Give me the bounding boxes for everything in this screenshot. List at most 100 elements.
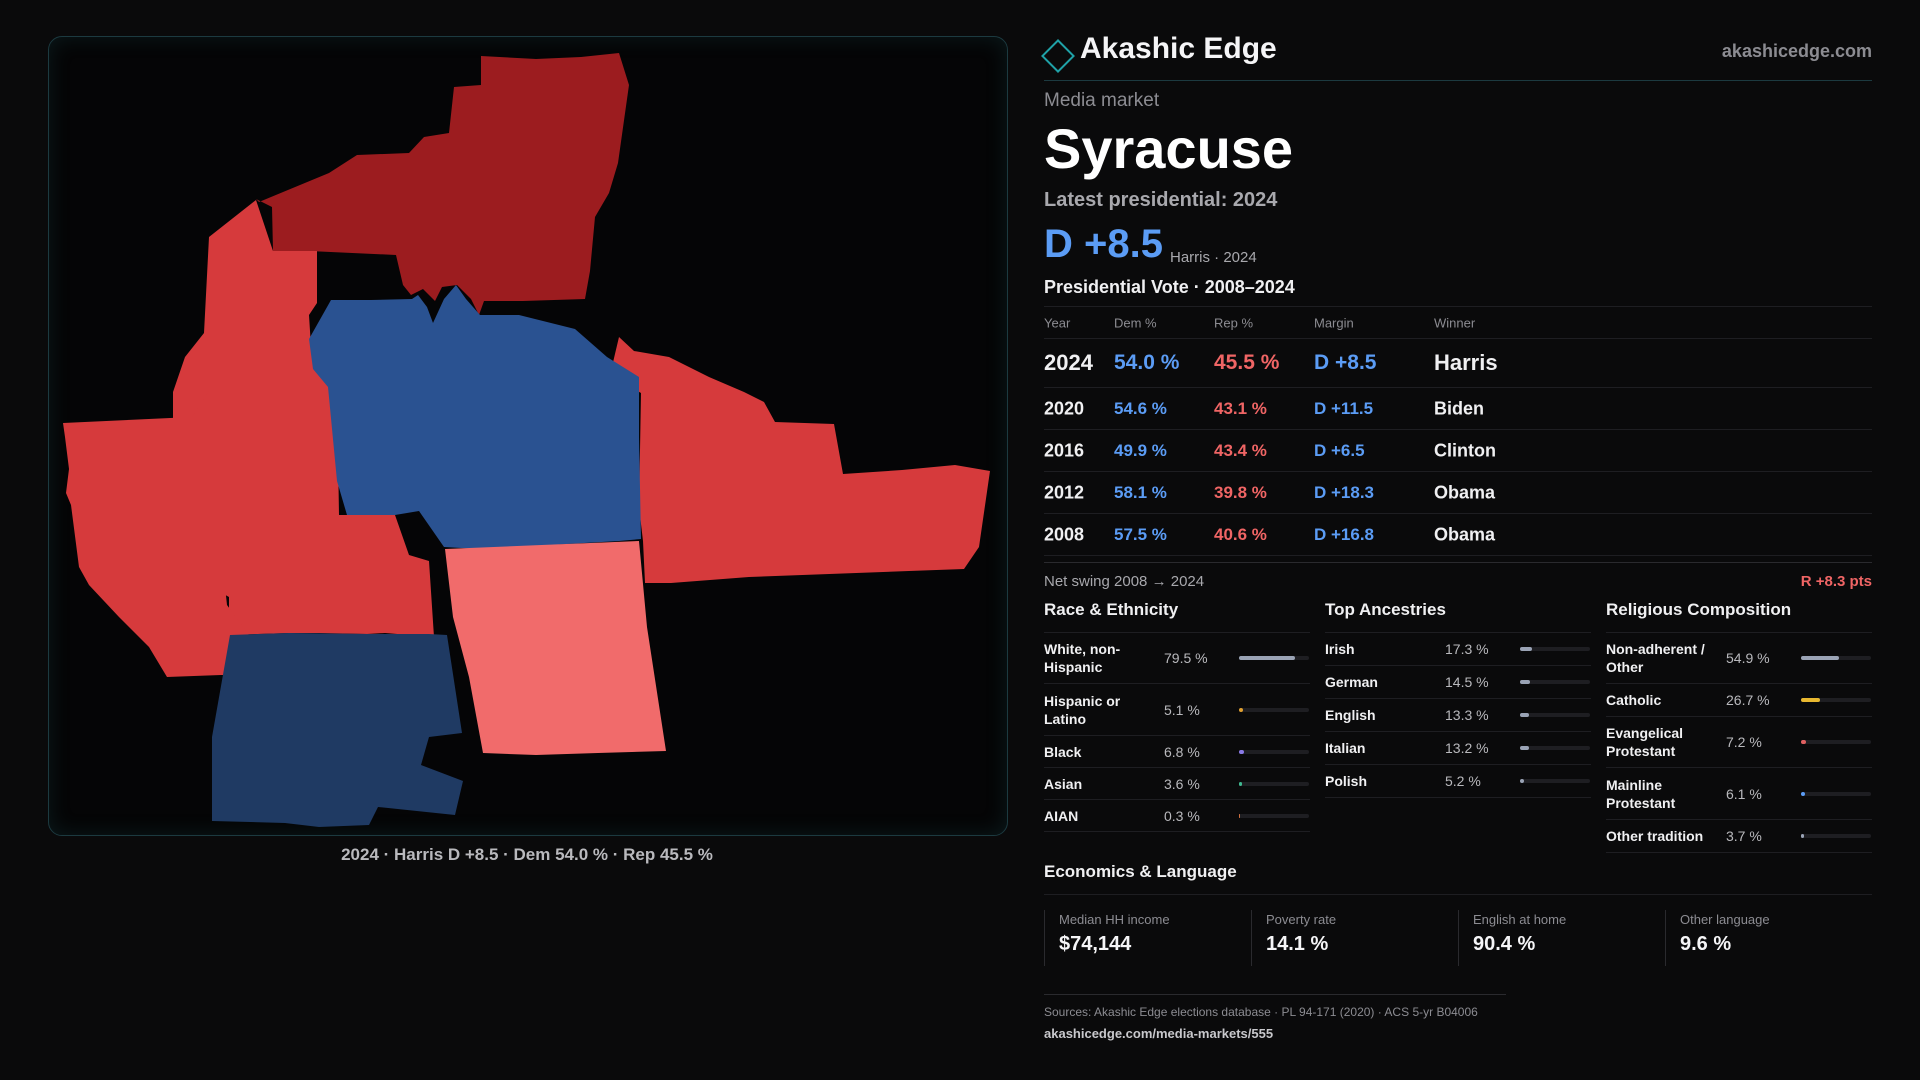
- diamond-logo-icon: [1041, 39, 1075, 73]
- headline-sub: Harris · 2024: [1170, 249, 1257, 266]
- demo-bar-fill: [1520, 713, 1530, 717]
- demo-label: Polish: [1325, 773, 1368, 789]
- demo-bar-fill: [1801, 656, 1840, 660]
- demo-bar: [1239, 749, 1309, 754]
- demo-bar: [1520, 779, 1590, 783]
- sources-footer: Sources: Akashic Edge elections database…: [1044, 994, 1506, 1041]
- county-west-central[interactable]: [169, 200, 434, 637]
- demo-label: Non-adherent / Other: [1606, 641, 1705, 675]
- cell-winner: Biden: [1434, 398, 1485, 418]
- cell-margin: D +8.5: [1314, 351, 1377, 374]
- header-winner: Winner: [1434, 315, 1476, 330]
- cell-year: 2008: [1044, 524, 1085, 544]
- cell-rep: 39.8 %: [1214, 482, 1267, 502]
- list-item: White, non-Hispanic 79.5 %: [1044, 633, 1310, 684]
- map-caption: 2024 · Harris D +8.5 · Dem 54.0 % · Rep …: [341, 845, 713, 864]
- cell-year: 2020: [1044, 398, 1085, 418]
- stat-poverty-rate: Poverty rate 14.1 %: [1251, 910, 1458, 966]
- county-south-central[interactable]: [445, 541, 666, 755]
- demo-value: 26.7 %: [1726, 692, 1770, 708]
- list-item: Catholic 26.7 %: [1606, 684, 1872, 717]
- latest-presidential: Latest presidential: 2024: [1044, 189, 1278, 211]
- cell-rep: 45.5 %: [1214, 351, 1280, 374]
- county-syracuse-center[interactable]: [309, 285, 641, 549]
- economics-stats: Median HH income $74,144 Poverty rate 14…: [1044, 910, 1872, 966]
- cell-winner: Clinton: [1434, 440, 1496, 460]
- cell-winner: Obama: [1434, 524, 1496, 544]
- ancestries-section: Top Ancestries Irish 17.3 % German 14.5 …: [1325, 600, 1591, 798]
- cell-dem: 54.6 %: [1114, 398, 1167, 418]
- demo-bar: [1801, 791, 1871, 796]
- county-southwest[interactable]: [212, 633, 463, 827]
- demo-value: 6.8 %: [1164, 743, 1200, 760]
- demo-bar: [1520, 746, 1590, 750]
- demo-value: 7.2 %: [1726, 734, 1762, 750]
- stat-value: 9.6 %: [1680, 933, 1732, 955]
- stat-value: 90.4 %: [1473, 933, 1536, 955]
- header-margin: Margin: [1314, 315, 1354, 330]
- list-item: Hispanic or Latino 5.1 %: [1044, 684, 1310, 736]
- county-far-west[interactable]: [63, 391, 269, 677]
- net-swing: Net swing 2008 → 2024 R +8.3 pts: [1044, 562, 1872, 590]
- demo-value: 13.2 %: [1445, 740, 1489, 756]
- brand-header: Akashic Edge akashicedge.com: [1041, 32, 1872, 81]
- demo-bar: [1239, 781, 1309, 786]
- demo-label: Evangelical Protestant: [1606, 725, 1684, 759]
- demo-label: English: [1325, 707, 1376, 723]
- demo-bar-fill: [1520, 680, 1531, 684]
- brand-name: Akashic Edge: [1080, 32, 1277, 65]
- cell-dem: 57.5 %: [1114, 524, 1167, 544]
- demo-bar: [1801, 698, 1871, 702]
- list-item: Non-adherent / Other 54.9 %: [1606, 633, 1872, 684]
- race-ethnicity-section: Race & Ethnicity White, non-Hispanic 79.…: [1044, 600, 1310, 832]
- demo-bar-fill: [1239, 813, 1241, 818]
- demo-label: AIAN: [1044, 807, 1079, 824]
- header-year: Year: [1044, 315, 1071, 330]
- demo-bar-fill: [1239, 781, 1242, 786]
- demo-bar: [1239, 656, 1309, 660]
- demo-value: 79.5 %: [1164, 650, 1208, 666]
- sources-text: Sources: Akashic Edge elections database…: [1044, 1005, 1478, 1019]
- page-title: Syracuse: [1044, 117, 1294, 180]
- demo-bar: [1520, 680, 1590, 684]
- stat-median-income: Median HH income $74,144: [1044, 910, 1251, 966]
- demo-value: 14.5 %: [1445, 674, 1489, 690]
- demo-label: Irish: [1325, 641, 1355, 657]
- demo-label: Mainline Protestant: [1606, 776, 1676, 811]
- market-label: Media market: [1044, 90, 1160, 111]
- source-link[interactable]: akashicedge.com/media-markets/555: [1044, 1026, 1274, 1041]
- demo-label: Black: [1044, 743, 1082, 760]
- demo-value: 3.6 %: [1164, 775, 1200, 792]
- list-item: Irish 17.3 %: [1325, 633, 1591, 666]
- demo-bar-fill: [1801, 834, 1804, 838]
- stat-english-at-home: English at home 90.4 %: [1458, 910, 1665, 966]
- vote-table-title: Presidential Vote · 2008–2024: [1044, 277, 1295, 297]
- religion-section: Religious Composition Non-adherent / Oth…: [1606, 600, 1872, 853]
- net-swing-value: R +8.3 pts: [1800, 573, 1872, 590]
- cell-margin: D +6.5: [1314, 440, 1365, 460]
- demo-label: White, non-Hispanic: [1044, 641, 1121, 675]
- table-row: 2016 49.9 % 43.4 % D +6.5 Clinton: [1044, 430, 1872, 472]
- demo-label: Hispanic or Latino: [1044, 692, 1121, 727]
- headline-margin: D +8.5: [1044, 222, 1163, 266]
- stat-other-language: Other language 9.6 %: [1665, 910, 1872, 966]
- county-north[interactable]: [256, 53, 629, 315]
- demo-bar: [1801, 740, 1871, 744]
- demo-value: 13.3 %: [1445, 707, 1489, 723]
- demo-value: 6.1 %: [1726, 785, 1762, 802]
- stat-label: Poverty rate: [1266, 912, 1337, 927]
- brand-url[interactable]: akashicedge.com: [1721, 41, 1872, 61]
- economics-title: Economics & Language: [1044, 862, 1872, 895]
- list-item: Polish 5.2 %: [1325, 765, 1591, 798]
- stat-value: $74,144: [1059, 933, 1132, 955]
- demo-bar-fill: [1239, 749, 1244, 754]
- demo-bar: [1801, 656, 1871, 660]
- demo-label: Asian: [1044, 775, 1083, 792]
- demo-bar-fill: [1520, 746, 1530, 750]
- county-east[interactable]: [610, 337, 990, 583]
- stat-label: English at home: [1473, 912, 1567, 927]
- demo-value: 54.9 %: [1726, 650, 1770, 666]
- header-rep: Rep %: [1214, 315, 1254, 330]
- demo-label: Italian: [1325, 740, 1366, 756]
- cell-year: 2012: [1044, 482, 1085, 502]
